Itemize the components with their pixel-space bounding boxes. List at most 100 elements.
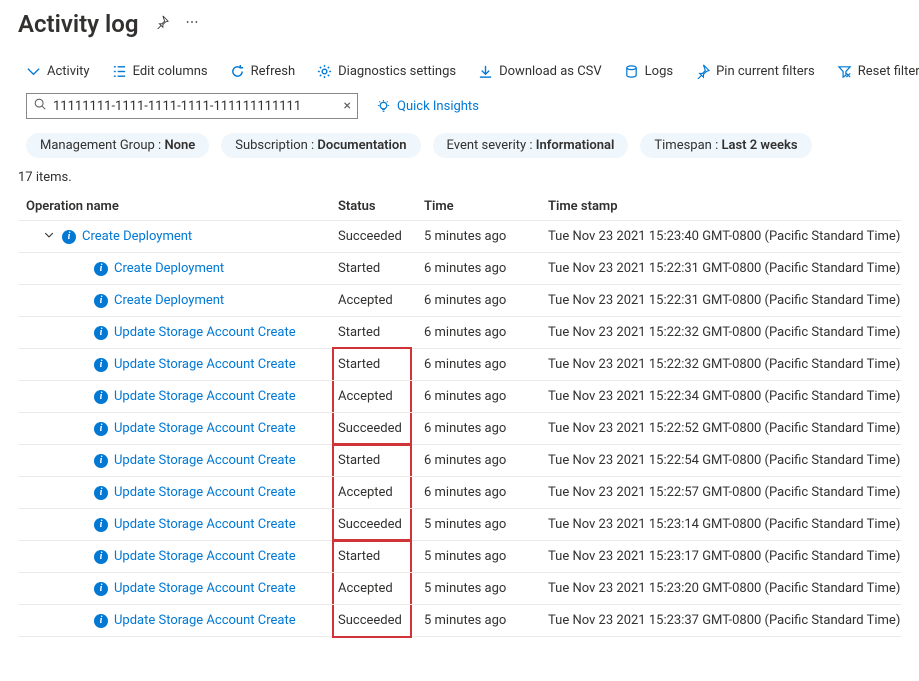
logs-button[interactable]: Logs bbox=[624, 64, 673, 79]
operation-name-link[interactable]: Update Storage Account Create bbox=[114, 549, 296, 564]
status-text: Accepted bbox=[338, 485, 393, 500]
operation-name-link[interactable]: Update Storage Account Create bbox=[114, 613, 296, 628]
download-csv-label: Download as CSV bbox=[499, 64, 602, 79]
col-header-status[interactable]: Status bbox=[338, 199, 424, 214]
info-icon: i bbox=[94, 550, 108, 564]
table-row[interactable]: iCreate DeploymentSucceeded5 minutes ago… bbox=[18, 221, 901, 253]
table-row[interactable]: i Update Storage Account Create Started 6 m… bbox=[18, 317, 901, 349]
timestamp-text: Tue Nov 23 2021 15:22:32 GMT-0800 (Pacif… bbox=[548, 325, 901, 340]
table-row[interactable]: i Update Storage Account Create Accepted 5 … bbox=[18, 573, 901, 605]
quick-insights-label: Quick Insights bbox=[397, 99, 479, 114]
grid-body: i Create Deployment Succeeded 5 minutes ago… bbox=[18, 221, 901, 637]
operation-name-link[interactable]: Update Storage Account Create bbox=[114, 389, 296, 404]
info-icon: i bbox=[94, 422, 108, 436]
status-text: Started bbox=[338, 549, 380, 564]
table-row[interactable]: i Update Storage Account Create Started 5 m… bbox=[18, 541, 901, 573]
refresh-button[interactable]: Refresh bbox=[230, 64, 295, 79]
quick-insights-button[interactable]: Quick Insights bbox=[376, 99, 479, 114]
time-text: 5 minutes ago bbox=[424, 613, 548, 628]
table-row[interactable]: iCreate DeploymentAccepted6 minutes agoT… bbox=[18, 285, 901, 317]
info-icon: i bbox=[62, 230, 76, 244]
items-count: 17 items. bbox=[18, 170, 901, 185]
operation-name-link[interactable]: Update Storage Account Create bbox=[114, 485, 296, 500]
status-text: Succeeded bbox=[338, 517, 402, 532]
operation-name-link[interactable]: Update Storage Account Create bbox=[114, 357, 296, 372]
col-header-ts[interactable]: Time stamp bbox=[548, 199, 901, 214]
table-row[interactable]: iUpdate Storage Account CreateStarted6 m… bbox=[18, 445, 901, 477]
operation-name-link[interactable]: Create Deployment bbox=[114, 293, 224, 308]
col-header-op[interactable]: Operation name bbox=[18, 199, 338, 214]
info-icon: i bbox=[94, 358, 108, 372]
refresh-label: Refresh bbox=[251, 64, 295, 79]
operation-name-link[interactable]: Update Storage Account Create bbox=[114, 517, 296, 532]
toolbar: Activity Edit columns Refresh Diagnostic… bbox=[18, 58, 901, 89]
table-row[interactable]: iCreate DeploymentStarted6 minutes agoTu… bbox=[18, 253, 901, 285]
status-text: Started bbox=[338, 261, 380, 276]
edit-columns-label: Edit columns bbox=[133, 64, 208, 79]
operation-name-link[interactable]: Update Storage Account Create bbox=[114, 421, 296, 436]
filter-pills: Management Group : None Subscription : D… bbox=[26, 133, 901, 158]
operation-name-link[interactable]: Update Storage Account Create bbox=[114, 581, 296, 596]
search-input[interactable] bbox=[53, 99, 338, 114]
edit-columns-button[interactable]: Edit columns bbox=[112, 64, 208, 79]
time-text: 6 minutes ago bbox=[424, 421, 548, 436]
status-text: Started bbox=[338, 453, 380, 468]
operation-name-link[interactable]: Create Deployment bbox=[114, 261, 224, 276]
pin-filters-label: Pin current filters bbox=[716, 64, 815, 79]
more-icon[interactable] bbox=[185, 15, 199, 33]
status-text: Succeeded bbox=[338, 421, 402, 436]
grid-header: Operation name Status Time Time stamp bbox=[18, 193, 901, 221]
time-text: 5 minutes ago bbox=[424, 549, 548, 564]
info-icon: i bbox=[94, 390, 108, 404]
operation-name-link[interactable]: Create Deployment bbox=[82, 229, 192, 244]
reset-filters-button[interactable]: Reset filters bbox=[837, 64, 919, 79]
filter-timespan[interactable]: Timespan : Last 2 weeks bbox=[640, 133, 811, 158]
time-text: 6 minutes ago bbox=[424, 325, 548, 340]
expand-chevron-icon[interactable] bbox=[42, 229, 56, 244]
time-text: 6 minutes ago bbox=[424, 261, 548, 276]
pin-icon[interactable] bbox=[155, 15, 169, 33]
info-icon: i bbox=[94, 582, 108, 596]
info-icon: i bbox=[94, 518, 108, 532]
status-text: Accepted bbox=[338, 581, 393, 596]
activity-button[interactable]: Activity bbox=[26, 64, 90, 79]
time-text: 5 minutes ago bbox=[424, 229, 548, 244]
time-text: 6 minutes ago bbox=[424, 453, 548, 468]
timestamp-text: Tue Nov 23 2021 15:22:52 GMT-0800 (Pacif… bbox=[548, 421, 901, 436]
status-text: Accepted bbox=[338, 389, 393, 404]
status-text: Started bbox=[338, 325, 380, 340]
table-row[interactable]: i Update Storage Account Create Started 6 m… bbox=[18, 349, 901, 381]
filter-subscription[interactable]: Subscription : Documentation bbox=[221, 133, 420, 158]
table-row[interactable]: iUpdate Storage Account CreateAccepted6 … bbox=[18, 477, 901, 509]
timestamp-text: Tue Nov 23 2021 15:22:54 GMT-0800 (Pacif… bbox=[548, 453, 901, 468]
timestamp-text: Tue Nov 23 2021 15:23:14 GMT-0800 (Pacif… bbox=[548, 517, 901, 532]
time-text: 6 minutes ago bbox=[424, 357, 548, 372]
table-row[interactable]: i Update Storage Account Create Succeeded 5… bbox=[18, 509, 901, 541]
diagnostics-button[interactable]: Diagnostics settings bbox=[317, 64, 456, 79]
clear-search-icon[interactable]: × bbox=[344, 98, 351, 114]
col-header-time[interactable]: Time bbox=[424, 199, 548, 214]
filter-mgmt-group[interactable]: Management Group : None bbox=[26, 133, 209, 158]
operation-name-link[interactable]: Update Storage Account Create bbox=[114, 325, 296, 340]
download-csv-button[interactable]: Download as CSV bbox=[478, 64, 602, 79]
timestamp-text: Tue Nov 23 2021 15:22:31 GMT-0800 (Pacif… bbox=[548, 261, 901, 276]
time-text: 6 minutes ago bbox=[424, 293, 548, 308]
timestamp-text: Tue Nov 23 2021 15:23:20 GMT-0800 (Pacif… bbox=[548, 581, 901, 596]
info-icon: i bbox=[94, 326, 108, 340]
timestamp-text: Tue Nov 23 2021 15:22:34 GMT-0800 (Pacif… bbox=[548, 389, 901, 404]
operation-name-link[interactable]: Update Storage Account Create bbox=[114, 453, 296, 468]
time-text: 5 minutes ago bbox=[424, 517, 548, 532]
timestamp-text: Tue Nov 23 2021 15:22:57 GMT-0800 (Pacif… bbox=[548, 485, 901, 500]
table-row[interactable]: iUpdate Storage Account CreateSucceeded5… bbox=[18, 605, 901, 637]
time-text: 5 minutes ago bbox=[424, 581, 548, 596]
status-text: Started bbox=[338, 357, 380, 372]
info-icon: i bbox=[94, 486, 108, 500]
table-row[interactable]: i Update Storage Account Create Succeeded 6… bbox=[18, 413, 901, 445]
reset-filters-label: Reset filters bbox=[858, 64, 919, 79]
table-row[interactable]: iUpdate Storage Account CreateAccepted6 … bbox=[18, 381, 901, 413]
timestamp-text: Tue Nov 23 2021 15:23:17 GMT-0800 (Pacif… bbox=[548, 549, 901, 564]
page-title: Activity log bbox=[18, 10, 139, 38]
pin-filters-button[interactable]: Pin current filters bbox=[695, 64, 815, 79]
filter-severity[interactable]: Event severity : Informational bbox=[433, 133, 629, 158]
timestamp-text: Tue Nov 23 2021 15:22:32 GMT-0800 (Pacif… bbox=[548, 357, 901, 372]
